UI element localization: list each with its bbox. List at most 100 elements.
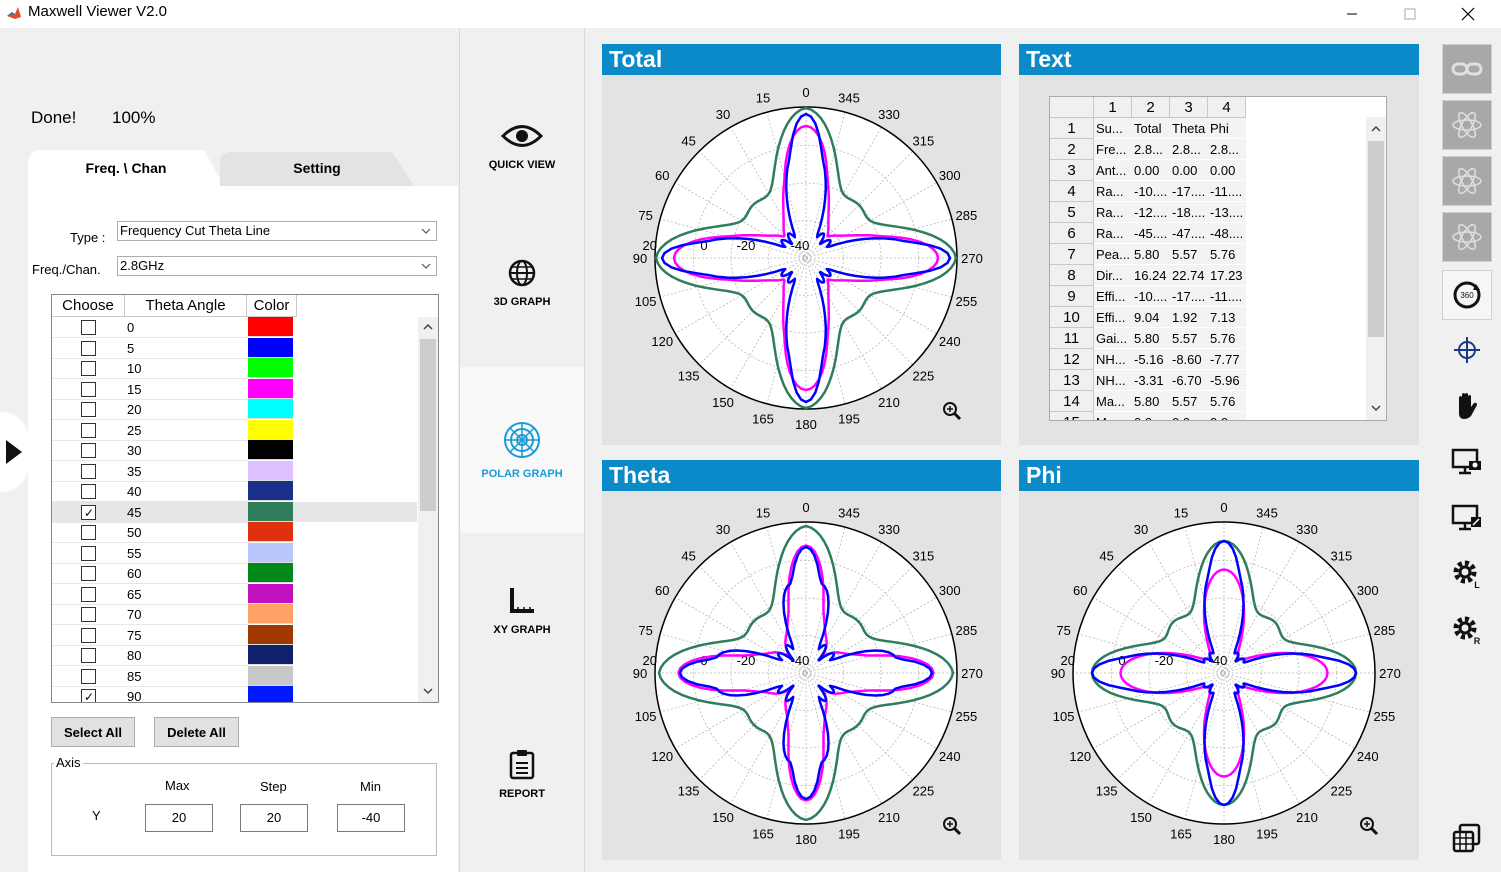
row-checkbox[interactable] <box>81 422 96 438</box>
polar-angle-label: 225 <box>913 783 935 798</box>
scroll-thumb[interactable] <box>420 339 436 511</box>
list-item[interactable]: 80 <box>52 645 417 666</box>
row-checkbox[interactable] <box>81 525 96 540</box>
polar-angle-label: 120 <box>651 749 673 764</box>
row-checkbox[interactable] <box>81 607 96 622</box>
nav-3d-graph[interactable]: 3D GRAPH <box>460 200 584 366</box>
list-item[interactable]: 65 <box>52 583 417 605</box>
row-checkbox[interactable] <box>81 484 96 499</box>
maximize-icon <box>1404 8 1416 20</box>
zoom-icon[interactable] <box>941 400 963 422</box>
row-checkbox[interactable] <box>81 402 96 417</box>
list-item[interactable]: 40 <box>52 481 417 502</box>
list-item[interactable]: 70 <box>52 604 417 625</box>
settings-l-tool[interactable]: L <box>1442 549 1492 599</box>
list-item[interactable]: 60 <box>52 563 417 584</box>
scroll-down-icon[interactable] <box>422 685 434 697</box>
maximize-button[interactable] <box>1387 0 1433 28</box>
screen-export-tool[interactable] <box>1442 493 1492 543</box>
pan-tool[interactable] <box>1442 381 1492 431</box>
list-item[interactable]: ✓ 45 <box>52 501 417 523</box>
nav-quick-view[interactable]: QUICK VIEW <box>460 63 584 229</box>
table-scrollbar[interactable] <box>1366 117 1386 420</box>
freq-select[interactable]: 2.8GHz <box>117 256 437 276</box>
list-item[interactable]: 5 <box>52 337 417 359</box>
scroll-up-icon[interactable] <box>1370 123 1382 135</box>
nav-column: QUICK VIEW 3D GRAPH POLAR GRAPH <box>459 28 585 872</box>
polar-angle-label: 75 <box>1056 623 1070 638</box>
nav-report[interactable]: REPORT <box>460 691 584 857</box>
settings-l-icon: L <box>1453 560 1480 590</box>
nav-polar-graph[interactable]: POLAR GRAPH <box>460 367 584 533</box>
list-item[interactable]: 15 <box>52 378 417 400</box>
list-item[interactable]: ✓ 90 <box>52 686 417 702</box>
row-color-swatch <box>248 686 293 702</box>
list-item[interactable]: 50 <box>52 522 417 543</box>
nav-xy-graph[interactable]: XY GRAPH <box>460 528 584 694</box>
row-checkbox[interactable] <box>81 627 96 643</box>
table-cell: -17.... <box>1170 286 1208 307</box>
polar-angle-label: 105 <box>1053 709 1075 724</box>
copy-windows-tool[interactable] <box>1442 813 1492 863</box>
settings-r-tool[interactable]: R <box>1442 605 1492 655</box>
scroll-up-icon[interactable] <box>422 321 434 333</box>
select-all-button[interactable]: Select All <box>51 717 135 747</box>
row-checkbox[interactable] <box>81 443 96 458</box>
polar-angle-label: 300 <box>939 583 961 598</box>
row-checkbox[interactable] <box>81 361 96 376</box>
row-checkbox[interactable] <box>81 586 96 602</box>
zoom-icon[interactable] <box>941 815 963 837</box>
zoom-icon[interactable] <box>1358 815 1380 837</box>
tab-freq-chan[interactable]: Freq. \ Chan <box>28 150 224 186</box>
list-item[interactable]: 55 <box>52 542 417 564</box>
axis-max-input[interactable]: 20 <box>145 804 213 832</box>
list-scrollbar[interactable] <box>418 317 438 702</box>
list-item[interactable]: 75 <box>52 624 417 646</box>
row-checkbox[interactable] <box>81 340 96 356</box>
list-item[interactable]: 25 <box>52 419 417 441</box>
crosshair-tool[interactable] <box>1442 325 1492 375</box>
row-checkbox[interactable] <box>81 648 96 663</box>
scroll-thumb[interactable] <box>1368 141 1384 337</box>
hand-icon <box>1459 393 1477 419</box>
row-checkbox[interactable] <box>81 463 96 479</box>
list-item[interactable]: 20 <box>52 399 417 420</box>
nav-xy-graph-label: XY GRAPH <box>493 624 551 636</box>
type-select[interactable]: Frequency Cut Theta Line <box>117 221 437 241</box>
row-checkbox[interactable] <box>81 320 96 335</box>
screen-capture-tool[interactable] <box>1442 437 1492 487</box>
list-item[interactable]: 35 <box>52 460 417 482</box>
rotate-360-tool[interactable]: 360 <box>1442 270 1492 320</box>
expand-panel-button[interactable] <box>0 412 30 492</box>
rotate-360-icon: 360 <box>1453 281 1481 309</box>
row-checkbox[interactable] <box>81 668 96 684</box>
row-checkbox[interactable]: ✓ <box>81 504 96 520</box>
atom-xz-tool[interactable] <box>1442 212 1492 262</box>
axis-step-input[interactable]: 20 <box>240 804 308 832</box>
polar-angle-label: 225 <box>1331 783 1353 798</box>
list-item[interactable]: 10 <box>52 358 417 379</box>
table-cell: 0.0 <box>1208 412 1246 420</box>
row-theta-angle: 10 <box>127 361 142 376</box>
table-cell: Gai... <box>1094 328 1132 349</box>
row-checkbox[interactable]: ✓ <box>81 689 96 702</box>
atom-xy-icon <box>1452 111 1482 139</box>
link-tool[interactable] <box>1442 44 1492 94</box>
list-item[interactable]: 30 <box>52 440 417 461</box>
tab-setting[interactable]: Setting <box>220 150 414 186</box>
close-button[interactable] <box>1445 0 1491 28</box>
axis-min-input[interactable]: -40 <box>337 804 405 832</box>
atom-xy-tool[interactable] <box>1442 100 1492 150</box>
row-checkbox[interactable] <box>81 566 96 581</box>
atom-yz-tool[interactable] <box>1442 156 1492 206</box>
polar-angle-label: 165 <box>1170 826 1192 841</box>
delete-all-button[interactable]: Delete All <box>154 717 239 747</box>
polar-angle-label: 255 <box>955 294 977 309</box>
row-checkbox[interactable] <box>81 381 96 397</box>
list-item[interactable]: 85 <box>52 665 417 687</box>
polar-angle-label: 45 <box>1099 549 1113 564</box>
scroll-down-icon[interactable] <box>1370 402 1382 414</box>
minimize-button[interactable] <box>1329 0 1375 28</box>
list-item[interactable]: 0 <box>52 317 417 338</box>
row-checkbox[interactable] <box>81 545 96 561</box>
